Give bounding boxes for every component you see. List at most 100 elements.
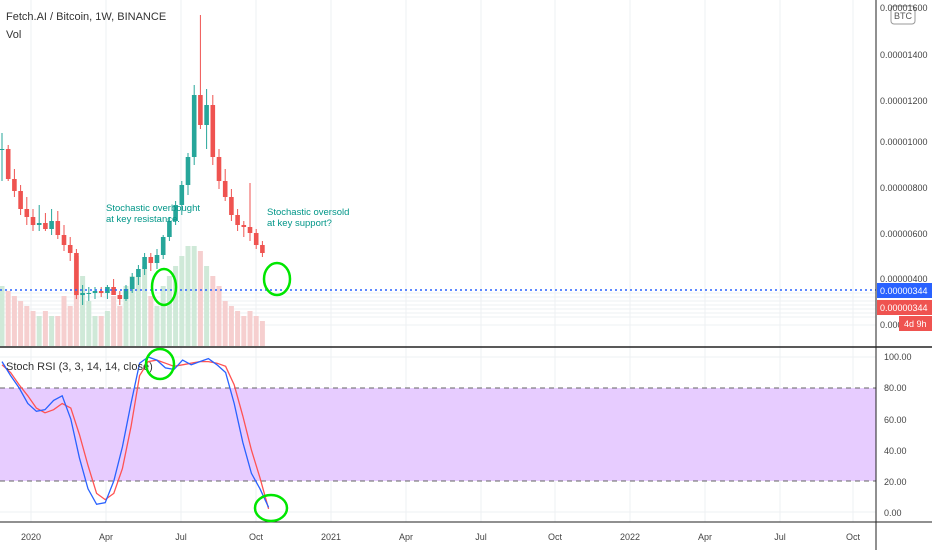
candle-body: [123, 289, 129, 299]
candle-body: [260, 245, 265, 253]
volume-bar: [30, 311, 36, 346]
volume-bar: [253, 316, 259, 346]
volume-bar: [36, 316, 42, 346]
volume-bar: [104, 311, 110, 346]
highlight-circle-stoch-bottom: [253, 493, 289, 523]
stoch-k-line: [1, 356, 270, 508]
time-label: Oct: [548, 532, 563, 542]
volume-bar: [259, 321, 265, 346]
volume-bar: [173, 266, 179, 346]
volume-bar: [222, 301, 228, 346]
candle-body: [105, 287, 110, 293]
time-label: Oct: [249, 532, 264, 542]
volume-bar: [73, 256, 79, 346]
annotation-overbought-line2: at key resistance.: [106, 214, 180, 225]
volume-bar: [24, 306, 30, 346]
volume-bar: [160, 286, 166, 346]
highlight-circle-support: [262, 261, 292, 297]
volume-bar: [98, 316, 104, 346]
candle-body: [61, 235, 67, 245]
candle-body: [160, 237, 166, 255]
volume-bar: [111, 296, 117, 346]
volume-bar: [154, 306, 160, 346]
price-tick: 0.00001400: [880, 50, 928, 60]
volume-bar: [247, 311, 253, 346]
candle-body: [247, 227, 253, 233]
time-label: Apr: [399, 532, 413, 542]
candle-body: [111, 287, 116, 295]
indicator-label[interactable]: Stoch RSI (3, 3, 14, 14, close): [6, 361, 153, 373]
volume-bar: [197, 251, 203, 346]
stoch-tick: 40.00: [884, 446, 907, 456]
countdown-label: 4d 9h: [904, 319, 927, 329]
time-axis[interactable]: 2020 Apr Jul Oct 2021 Apr Jul Oct 2022 A…: [21, 532, 861, 542]
highlight-circle-resistance: [150, 267, 178, 307]
countdown-badge: [899, 316, 932, 331]
price-tick: 0.00001200: [880, 96, 928, 106]
volume-bar: [166, 276, 172, 346]
price-axis[interactable]: BTC 0.00001600 0.00001400 0.00001200 0.0…: [877, 3, 932, 331]
volume-bar: [216, 286, 222, 346]
volume-bar: [179, 256, 185, 346]
volume-label[interactable]: Vol: [6, 29, 21, 41]
volume-bar: [18, 301, 24, 346]
candle-body: [173, 205, 178, 221]
volume-bar: [61, 296, 67, 346]
volume-bar: [129, 276, 135, 346]
annotation-oversold-line1: Stochastic oversold: [267, 207, 349, 218]
volume-bar: [185, 246, 191, 346]
volume-bar: [92, 316, 98, 346]
volume-bar: [42, 311, 48, 346]
stoch-rsi-band: [0, 388, 876, 481]
price-tick: 0.00001600: [880, 3, 928, 13]
volume-bar: [142, 266, 148, 346]
volume-bar: [117, 306, 123, 346]
price-tick: 0.00001000: [880, 137, 928, 147]
candle-body: [210, 105, 216, 157]
volume-bar: [5, 291, 11, 346]
highlight-circle-stoch-top: [144, 347, 176, 381]
stoch-tick: 80.00: [884, 383, 907, 393]
annotation-oversold-line2: at key support?: [267, 218, 332, 229]
symbol-title[interactable]: Fetch.AI / Bitcoin, 1W, BINANCE: [6, 11, 166, 23]
last-price-label-red: [877, 300, 932, 315]
candle-body: [204, 105, 209, 125]
stoch-tick: 60.00: [884, 415, 907, 425]
stoch-tick: 100.00: [884, 352, 912, 362]
stoch-tick: 20.00: [884, 477, 907, 487]
candle-body: [167, 221, 172, 237]
time-label: Oct: [846, 532, 861, 542]
candle-body: [191, 95, 197, 157]
candle-body: [12, 179, 17, 191]
volume-bars: [0, 246, 265, 346]
candle-body: [55, 221, 61, 235]
stoch-rsi-axis[interactable]: 100.00 80.00 60.00 40.00 20.00 0.00: [884, 352, 912, 518]
volume-bar: [123, 286, 129, 346]
volume-bar: [135, 276, 141, 346]
time-label: 2022: [620, 532, 640, 542]
currency-badge[interactable]: [890, 5, 916, 25]
price-tick: 0.00000400: [880, 274, 928, 284]
candle-body: [18, 191, 23, 209]
candle-body: [216, 157, 222, 181]
candle-body: [49, 221, 54, 229]
candle-body: [229, 197, 234, 215]
candle-body: [30, 217, 36, 225]
price-tick: 0.00000600: [880, 229, 928, 239]
time-label: Jul: [475, 532, 487, 542]
annotation-overbought-line1: Stochastic overbought: [106, 203, 200, 214]
candle-body: [36, 223, 42, 225]
candle-body: [185, 157, 191, 185]
candles: [0, 15, 265, 305]
candle-body: [67, 245, 73, 253]
candle-body: [0, 149, 5, 150]
stoch-rsi-lines: [1, 356, 270, 510]
time-label: Apr: [698, 532, 712, 542]
volume-bar: [80, 276, 86, 346]
candle-body: [154, 255, 160, 263]
candle-body: [136, 269, 141, 277]
time-label: 2020: [21, 532, 41, 542]
time-label: Jul: [774, 532, 786, 542]
volume-bar: [86, 301, 92, 346]
